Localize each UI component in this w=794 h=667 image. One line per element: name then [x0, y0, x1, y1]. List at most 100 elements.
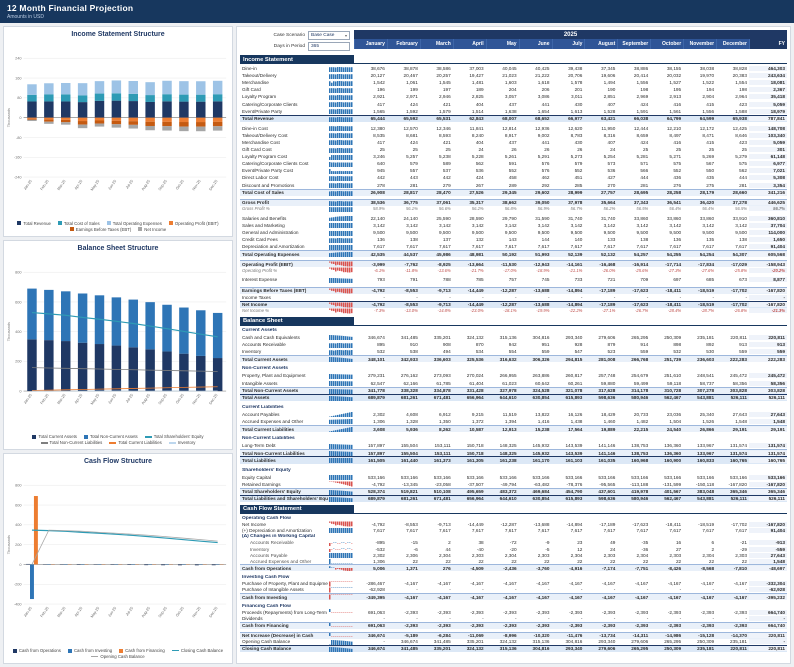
- fy-value-cell: 27,643: [749, 552, 787, 558]
- value-cell: 12,570: [403, 125, 418, 131]
- fy-value-cell: 365,346: [749, 489, 787, 495]
- value-cell: 942: [508, 342, 517, 348]
- value-cell: 136: [377, 237, 385, 243]
- table-row: Event/Private Party 1,565 1,592 1,579 1,514 1…: [240, 108, 787, 115]
- legend-item: Inventory: [168, 440, 195, 445]
- value-cell: 143,539: [565, 443, 583, 449]
- value-cell: 3,246: [373, 154, 385, 160]
- value-cell: 7,617: [504, 527, 517, 533]
- value-cell: 543,881: [697, 395, 715, 401]
- value-cell: 306,326: [532, 356, 550, 362]
- table-row: Income Taxes - - - - - - - - - - - - -: [240, 294, 787, 301]
- row-label: Dine-in: [242, 66, 257, 72]
- value-cell: 19,606: [600, 73, 616, 79]
- value-cell: 236,603: [697, 356, 715, 362]
- value-cell: 2,303: [603, 552, 616, 558]
- value-cell: 285: [574, 182, 583, 188]
- value-cell: 1,542: [373, 80, 385, 86]
- sparkline-cell: [328, 639, 354, 645]
- value-cell: -4,167: [404, 581, 418, 587]
- sparkline: [329, 622, 353, 626]
- svg-text:Jul-25: Jul-25: [125, 179, 134, 190]
- sparkline-cell: [328, 474, 354, 481]
- value-cell: 341,485: [400, 646, 418, 652]
- sparkline-cell: [328, 288, 354, 294]
- value-cell: 435: [706, 175, 715, 181]
- table-row: Net Income -4,792 -8,553 -9,713 -14,449 -12,2…: [240, 521, 787, 527]
- value-cell: 424: [410, 139, 418, 145]
- value-cell: 314,178: [631, 388, 649, 394]
- value-cell: 270: [607, 182, 616, 188]
- legend-swatch: [144, 436, 152, 438]
- value-cell: 304,816: [565, 639, 583, 645]
- value-cell: -4,792: [371, 521, 385, 527]
- value-cell: 315,136: [532, 639, 550, 645]
- sparkline-cell: [328, 87, 354, 93]
- value-cell: -: [547, 587, 550, 593]
- cash-flow-chart-canvas: -400 -200 0 200 400 600 800 Jan-25 Feb-25 Mar-25 A…: [6, 483, 227, 619]
- value-cell: 51,993: [535, 251, 550, 257]
- case-scenario-select[interactable]: Base Case ▾: [308, 31, 350, 40]
- value-cell: 407: [607, 101, 616, 107]
- value-cell: 7,617: [570, 244, 583, 250]
- value-cell: 131,574: [730, 450, 747, 456]
- value-cell: 2,306: [406, 552, 418, 558]
- value-cell: -4,167: [634, 594, 649, 600]
- value-cell: 148,325: [499, 443, 517, 449]
- days-in-period-input[interactable]: 365: [308, 42, 350, 51]
- value-cell: 1,556: [702, 108, 715, 114]
- value-cell: 5,257: [406, 154, 418, 160]
- value-cell: 444: [640, 175, 649, 181]
- value-cell: 220,811: [730, 646, 747, 652]
- value-cell: 423: [739, 101, 747, 107]
- fy-value-cell: -: [749, 639, 787, 645]
- value-cell: 7,617: [406, 527, 418, 533]
- value-cell: -2,393: [437, 609, 451, 615]
- value-cell: -7,810: [733, 565, 747, 571]
- page-title: 12 Month Financial Projection: [7, 3, 134, 13]
- sparkline: [329, 223, 353, 229]
- table-row: Discount and Promotions 278 281 279 267 289 29…: [240, 182, 787, 189]
- value-cell: -13.0%: [404, 308, 418, 314]
- value-cell: 26: [511, 147, 517, 153]
- table-row: Gift Card Cost 25 25 25 24 26 26 26 24 25 25 25 25 30…: [240, 146, 787, 153]
- value-cell: 681,261: [400, 395, 418, 401]
- month-header-row: January February March April May June July Augu…: [354, 39, 787, 49]
- svg-text:Mar-25: Mar-25: [57, 607, 67, 619]
- value-cell: 37,278: [732, 200, 747, 206]
- value-cell: 7,617: [603, 527, 616, 533]
- value-cell: 160,765: [730, 457, 747, 463]
- legend-swatch: [40, 442, 48, 444]
- value-cell: -: [745, 587, 747, 593]
- value-cell: 576: [541, 168, 550, 174]
- value-cell: 416: [673, 139, 682, 145]
- value-cell: 279: [442, 182, 451, 188]
- value-cell: -17,189: [599, 288, 616, 294]
- table-row: Property, Plant and Equipment 279,231 276,…: [240, 372, 787, 379]
- sparkline-cell: [328, 457, 354, 464]
- sparkline-cell: [328, 418, 354, 425]
- sparkline-cell: [328, 496, 354, 502]
- table-row: Net Increase (Decrease) in Cash 346,674 -5…: [240, 631, 787, 639]
- value-cell: -: [745, 616, 747, 621]
- value-cell: 785: [475, 277, 484, 283]
- value-cell: 550: [706, 168, 715, 174]
- value-cell: 346,674: [367, 633, 385, 639]
- value-cell: -8,553: [404, 521, 418, 527]
- fy-value-cell: 2,367: [749, 87, 787, 93]
- value-cell: 27: [675, 546, 682, 552]
- value-cell: 5,269: [702, 154, 715, 160]
- value-cell: -4,167: [667, 581, 682, 587]
- section-title: Balance Sheet: [240, 316, 354, 326]
- value-cell: -6.1%: [373, 267, 385, 273]
- svg-text:May-25: May-25: [90, 393, 100, 405]
- value-cell: 303,828: [730, 388, 747, 394]
- value-cell: -: [679, 616, 682, 621]
- value-cell: 9,215: [471, 411, 484, 417]
- value-cell: -37,507: [467, 481, 484, 487]
- fy-value-cell: -332,304: [749, 581, 787, 587]
- row-label: Accrued Expenses and Other: [242, 418, 304, 424]
- fy-value-cell: 341,216: [749, 190, 787, 196]
- value-cell: 533,166: [466, 474, 484, 480]
- svg-text:-400: -400: [14, 602, 22, 607]
